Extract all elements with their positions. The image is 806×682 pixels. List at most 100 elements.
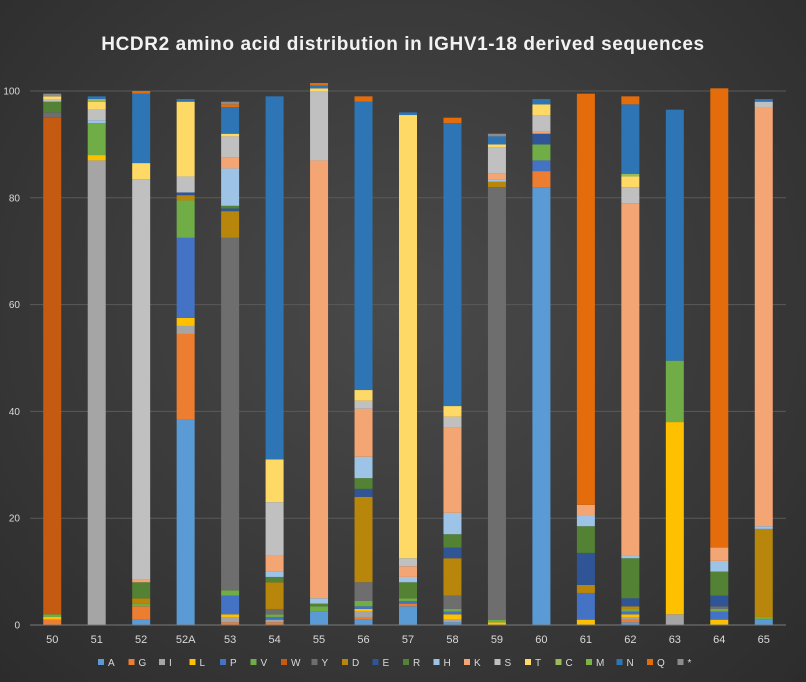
bar-segment [265, 619, 284, 623]
legend-swatch [159, 659, 165, 665]
legend-swatch [616, 659, 623, 665]
bar-segment [710, 606, 729, 609]
bar-segment [310, 160, 329, 599]
legend-label: V [261, 658, 268, 669]
bar-segment [354, 408, 373, 457]
x-tick-label: 52A [176, 634, 196, 646]
legend-label: T [535, 658, 541, 669]
bar-segment [443, 123, 462, 407]
bar-segment [576, 619, 595, 625]
bar-segment [621, 203, 640, 556]
bar-segment [621, 608, 640, 612]
bar-segment [399, 115, 417, 559]
bar-segment [310, 606, 329, 612]
bar-segment [43, 619, 62, 625]
bar-segment [399, 598, 417, 601]
bar-segment [221, 211, 240, 238]
bar-segment [43, 616, 62, 620]
legend-label: C [566, 658, 573, 669]
bar-segment [399, 600, 417, 604]
bar-segment [710, 560, 729, 572]
bar-segment [176, 101, 195, 177]
bar-segment [754, 619, 773, 625]
bar-segment [87, 123, 106, 156]
bar-segment [265, 571, 284, 577]
bar-segment [399, 566, 417, 577]
bar-segment [487, 181, 506, 188]
bar-segment [754, 101, 773, 108]
bar-segment [176, 419, 195, 625]
bar-segment [443, 416, 462, 428]
bar-segment [221, 205, 240, 209]
bar-segment [621, 558, 640, 599]
legend-label: S [505, 658, 512, 669]
legend-swatch [128, 659, 135, 665]
bar-segment [132, 603, 151, 607]
bar-segment [754, 616, 773, 620]
legend-label: K [474, 658, 481, 669]
chart-title: HCDR2 amino acid distribution in IGHV1-1… [101, 34, 705, 55]
x-tick-label: 56 [357, 634, 369, 646]
bar-segment [87, 96, 106, 100]
legend-swatch [647, 659, 653, 665]
bar-segment [265, 96, 284, 460]
bar-segment [443, 558, 462, 596]
legend-label: N [627, 658, 634, 669]
bar-segment [754, 107, 773, 527]
bar-segment [621, 176, 640, 188]
x-tick-label: 52 [135, 634, 147, 646]
bar-segment [665, 614, 684, 625]
bar-segment [754, 528, 773, 617]
bar-segment [399, 558, 417, 567]
legend-swatch [464, 659, 470, 665]
bar-segment [265, 614, 284, 617]
bar-segment [576, 93, 595, 505]
bar-segment [87, 120, 106, 124]
bar-segment [710, 88, 729, 548]
bar-segment [354, 456, 373, 479]
legend-swatch [189, 659, 196, 665]
bar-segment [87, 99, 106, 102]
bar-segment [710, 611, 729, 620]
bar-segment [87, 160, 106, 626]
bar-segment [576, 592, 595, 620]
x-tick-label: 62 [624, 634, 636, 646]
bar-segment [532, 160, 551, 172]
legend-label: A [108, 658, 115, 669]
bar-segment [487, 133, 506, 137]
legend-swatch [311, 659, 318, 665]
bar-segment [532, 99, 551, 105]
bar-segment [665, 360, 684, 423]
legend-swatch [677, 659, 684, 665]
bar-segment [576, 515, 595, 527]
bar-segment [265, 502, 284, 556]
bar-segment [354, 488, 373, 497]
x-tick-label: 65 [758, 634, 770, 646]
bar-segment [265, 555, 284, 572]
legend-swatch [555, 659, 562, 665]
legend-label: G [139, 658, 147, 669]
x-tick-label: 51 [91, 634, 103, 646]
bar-segment [221, 590, 240, 596]
bar-segment [265, 576, 284, 583]
legend-label: Q [657, 658, 665, 669]
bar-segment [621, 606, 640, 609]
bar-segment [265, 459, 284, 503]
legend-label: I [169, 658, 172, 669]
bar-segment [621, 96, 640, 105]
bar-segment [310, 88, 329, 91]
bar-segment [221, 237, 240, 591]
bar-segment [43, 101, 62, 113]
bar-segment [443, 611, 462, 615]
bar-segment [132, 163, 151, 180]
bar-segment [621, 616, 640, 620]
bar-segment [710, 595, 729, 607]
bar-segment [532, 171, 551, 188]
x-tick-label: 54 [268, 634, 280, 646]
bar-segment [310, 611, 329, 625]
bar-segment [443, 608, 462, 612]
bar-segment [354, 390, 373, 401]
bar-segment [487, 173, 506, 180]
legend-label: * [688, 658, 692, 669]
